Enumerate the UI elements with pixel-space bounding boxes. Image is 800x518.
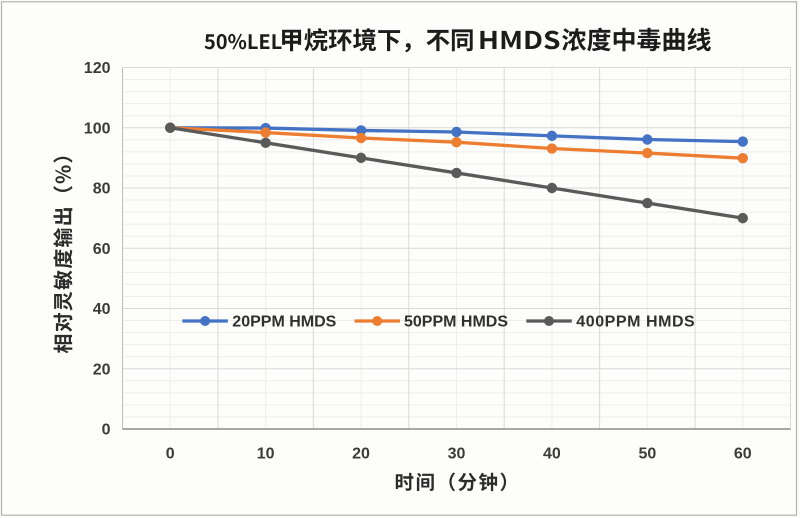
svg-text:80: 80 [93, 181, 111, 198]
svg-text:40: 40 [93, 301, 111, 318]
svg-text:60: 60 [734, 446, 752, 463]
svg-text:10: 10 [257, 446, 275, 463]
svg-text:30: 30 [448, 446, 466, 463]
svg-text:40: 40 [543, 446, 561, 463]
svg-text:50PPM HMDS: 50PPM HMDS [404, 314, 508, 331]
svg-text:20PPM HMDS: 20PPM HMDS [232, 314, 336, 331]
svg-text:0: 0 [102, 422, 111, 439]
svg-text:20: 20 [93, 361, 111, 378]
svg-text:120: 120 [84, 60, 111, 77]
svg-text:60: 60 [93, 241, 111, 258]
svg-text:20: 20 [352, 446, 370, 463]
svg-text:100: 100 [84, 120, 111, 137]
svg-text:50: 50 [638, 446, 656, 463]
svg-text:400PPM HMDS: 400PPM HMDS [576, 314, 695, 331]
svg-text:0: 0 [166, 446, 175, 463]
